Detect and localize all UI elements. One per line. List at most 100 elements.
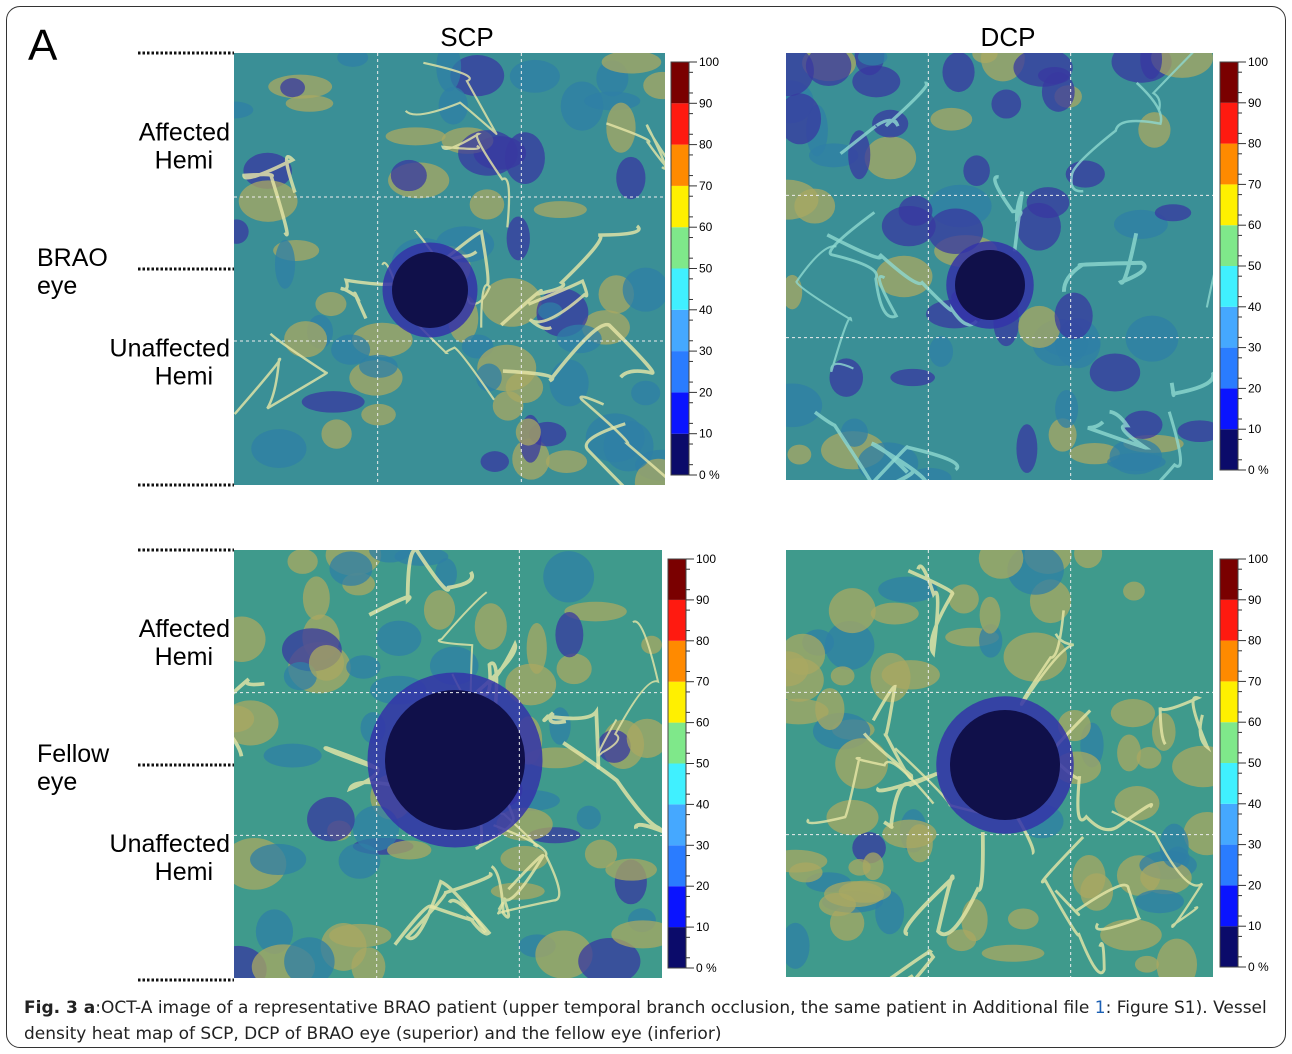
eye-label: Fellow	[37, 740, 110, 768]
density-blob	[991, 90, 1021, 119]
colorbar-segment	[1220, 62, 1238, 103]
colorbar-label: 90	[699, 96, 713, 110]
colorbar-label: 60	[1248, 218, 1262, 232]
density-blob	[1135, 890, 1184, 914]
colorbar-segment	[668, 886, 686, 927]
heatmap	[764, 537, 1234, 995]
density-blob	[458, 130, 518, 176]
figure: A 1009080706050403020100 %10090807060504…	[0, 0, 1292, 995]
eye-label: BRAO	[37, 244, 108, 272]
density-blob	[303, 576, 330, 619]
density-blob	[1156, 939, 1197, 991]
density-blob	[251, 429, 306, 468]
colorbar-label: 10	[699, 427, 713, 441]
colorbar-segment	[671, 227, 689, 268]
density-blob	[1138, 112, 1170, 148]
colorbar-label: 80	[696, 634, 710, 648]
colorbar-segment	[668, 559, 686, 600]
density-blob	[616, 157, 645, 199]
heatmap	[210, 534, 678, 993]
avascular-zone	[392, 252, 468, 328]
colorbar-segment	[1220, 885, 1238, 926]
density-blob	[794, 189, 835, 224]
colorbar-segment	[668, 764, 686, 805]
density-blob	[481, 451, 509, 472]
density-blob	[351, 947, 385, 986]
density-blob	[534, 201, 587, 218]
colorbar-label: 30	[699, 344, 713, 358]
colorbar-segment	[1220, 681, 1238, 722]
colorbar-segment	[1220, 348, 1238, 389]
density-blob	[391, 160, 427, 191]
density-blob	[763, 45, 813, 96]
colorbar-label: 10	[1248, 422, 1262, 436]
colorbar-label: 90	[696, 593, 710, 607]
colorbar-segment	[671, 392, 689, 433]
density-blob	[280, 78, 305, 97]
density-blob	[577, 806, 601, 830]
avascular-zone	[385, 690, 525, 830]
density-blob	[815, 688, 844, 730]
density-blob	[781, 923, 809, 969]
density-blob	[982, 945, 1045, 962]
density-blob	[963, 155, 990, 186]
caption-link[interactable]: 1	[1095, 998, 1106, 1018]
density-blob	[361, 404, 396, 425]
avascular-zone	[955, 250, 1025, 320]
heatmap	[216, 43, 728, 560]
density-blob	[1018, 306, 1060, 348]
density-blob	[789, 862, 823, 882]
density-blob	[627, 719, 668, 758]
density-blob	[1177, 420, 1222, 442]
colorbar-segment	[1220, 926, 1238, 967]
colorbar-segment	[668, 600, 686, 641]
colorbar-label: 70	[696, 675, 710, 689]
density-blob	[309, 645, 344, 681]
density-blob	[387, 841, 431, 860]
colorbar-label: 20	[696, 879, 710, 893]
colorbar-segment	[1220, 103, 1238, 144]
colorbar-label: 0 %	[699, 468, 720, 482]
colorbar-segment	[668, 927, 686, 968]
colorbar-label: 50	[1248, 756, 1262, 770]
density-blob	[307, 797, 355, 841]
colorbar-label: 80	[1248, 634, 1262, 648]
density-blob	[605, 859, 657, 881]
density-blob	[1140, 39, 1162, 79]
colorbar-label: 100	[1248, 552, 1268, 566]
density-blob	[1090, 353, 1140, 391]
colorbar-label: 40	[1248, 797, 1262, 811]
colorbar-segment	[671, 145, 689, 186]
colorbar-segment	[1220, 600, 1238, 641]
density-blob	[424, 590, 455, 630]
density-blob	[1135, 956, 1159, 973]
density-blob	[329, 551, 372, 586]
density-blob	[376, 621, 421, 656]
density-blob	[222, 700, 278, 745]
density-blob	[555, 612, 583, 657]
colorbar-segment	[1220, 144, 1238, 185]
eye-label: eye	[37, 272, 77, 300]
density-blob	[1111, 699, 1155, 727]
density-blob	[287, 549, 317, 574]
colorbar-label: 0 %	[1248, 960, 1269, 974]
density-blob	[1107, 453, 1166, 471]
colorbar-segment	[1220, 763, 1238, 804]
density-blob	[1160, 824, 1189, 868]
colorbar-label: 40	[1248, 300, 1262, 314]
density-blob	[1123, 582, 1145, 601]
colorbar-segment	[1220, 388, 1238, 429]
density-blob	[369, 538, 411, 563]
eye-label: eye	[37, 768, 77, 796]
density-blob	[1074, 539, 1102, 568]
density-blob	[871, 603, 919, 625]
colorbar-label: 70	[1248, 177, 1262, 191]
density-blob	[321, 419, 351, 448]
density-blob	[1117, 734, 1141, 771]
density-blob	[1027, 187, 1070, 218]
colorbar-segment	[668, 845, 686, 886]
column-header: SCP	[440, 22, 493, 52]
caption-label: Fig. 3 a	[24, 998, 95, 1018]
colorbar-label: 10	[696, 920, 710, 934]
density-blob	[507, 216, 530, 260]
